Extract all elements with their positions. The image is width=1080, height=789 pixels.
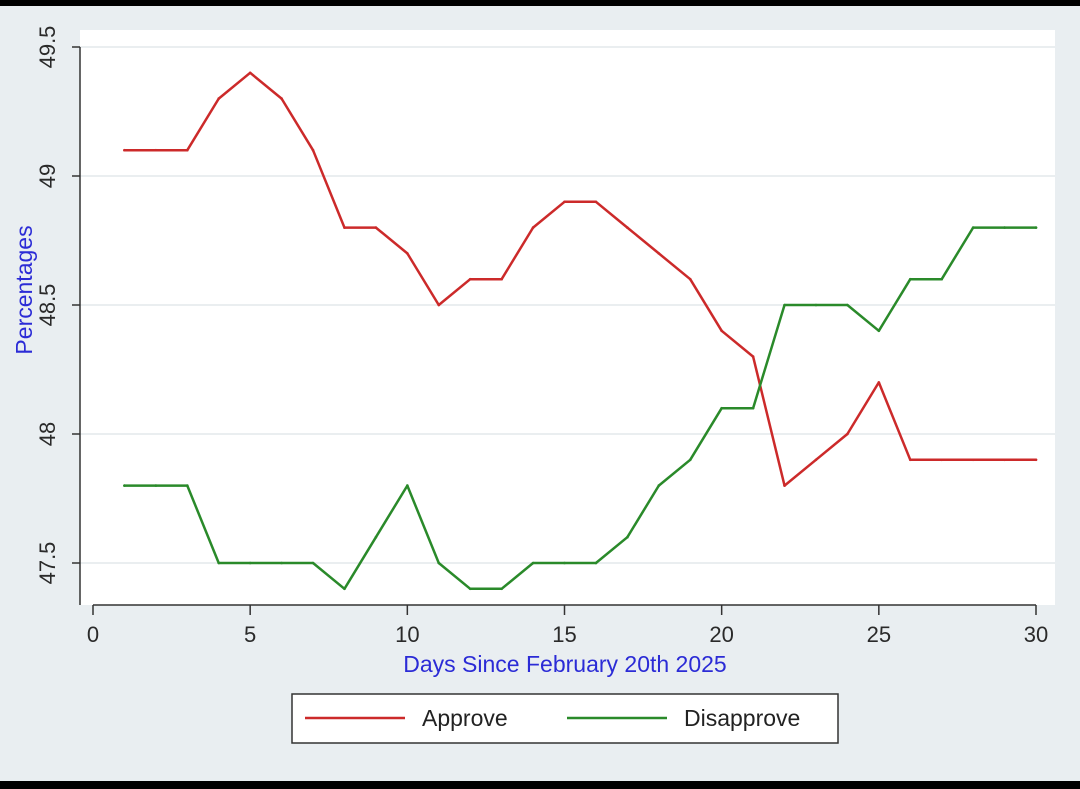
data-point-disapprove [563, 561, 566, 565]
data-point-approve [594, 200, 598, 204]
series-line-approve [123, 71, 1038, 487]
data-point-disapprove [657, 484, 661, 487]
data-point-disapprove [374, 535, 378, 539]
data-point-approve [154, 148, 158, 152]
axes: 47.5 48 48.5 49 49.5 0 5 10 15 20 25 30 [35, 26, 1048, 647]
data-point-disapprove [343, 587, 346, 591]
data-point-approve [280, 97, 283, 100]
series-line-disapprove [123, 226, 1038, 591]
data-point-approve [186, 148, 189, 152]
x-tick-label: 0 [87, 622, 99, 647]
legend: Approve Disapprove [291, 693, 839, 744]
data-point-approve [720, 329, 723, 333]
y-tick-label: 47.5 [35, 542, 60, 585]
data-point-disapprove [908, 277, 912, 281]
data-point-approve [626, 226, 629, 229]
data-point-disapprove [846, 303, 849, 307]
data-point-approve [688, 277, 692, 281]
data-point-approve [846, 432, 849, 436]
data-point-approve [437, 303, 441, 307]
data-point-approve [123, 148, 126, 152]
data-point-disapprove [688, 458, 692, 462]
data-point-disapprove [783, 303, 786, 307]
data-point-approve [657, 252, 661, 255]
data-point-approve [783, 484, 786, 487]
data-point-approve [343, 226, 346, 229]
data-point-approve [406, 252, 409, 255]
data-point-disapprove [1003, 226, 1006, 229]
data-point-disapprove [217, 561, 221, 565]
data-point-approve [468, 277, 472, 281]
data-point-approve [217, 97, 221, 100]
y-tick-label: 48.5 [35, 284, 60, 327]
data-point-approve [940, 458, 943, 462]
y-tick-label: 48 [35, 422, 60, 446]
data-point-disapprove [406, 484, 409, 487]
x-tick-label: 15 [552, 622, 576, 647]
data-point-disapprove [940, 277, 943, 281]
data-point-approve [374, 226, 378, 229]
legend-box [291, 693, 839, 744]
data-point-approve [908, 458, 912, 462]
data-point-disapprove [626, 535, 629, 539]
y-axis-title: Percentages [11, 225, 37, 354]
data-point-approve [1003, 458, 1006, 462]
data-series [123, 71, 1038, 591]
x-axis-title: Days Since February 20th 2025 [403, 651, 726, 677]
data-point-disapprove [123, 484, 126, 487]
x-tick-label: 30 [1024, 622, 1048, 647]
data-point-approve [563, 200, 566, 204]
data-point-approve [814, 458, 818, 462]
plot-area [80, 30, 1055, 605]
data-point-disapprove [186, 484, 189, 487]
y-tick-label: 49.5 [35, 26, 60, 69]
data-point-disapprove [971, 226, 975, 229]
data-point-disapprove [720, 406, 723, 410]
data-point-disapprove [594, 561, 598, 565]
data-point-disapprove [468, 587, 472, 591]
data-point-disapprove [877, 329, 881, 333]
x-tick-label: 25 [867, 622, 891, 647]
data-point-approve [877, 381, 881, 384]
data-point-disapprove [751, 406, 755, 410]
data-point-approve [500, 277, 503, 281]
x-tick-label: 10 [395, 622, 419, 647]
data-point-disapprove [248, 561, 252, 565]
data-point-disapprove [500, 587, 503, 591]
data-point-disapprove [814, 303, 818, 307]
legend-label-disapprove: Disapprove [684, 705, 800, 731]
data-point-disapprove [280, 561, 283, 565]
data-point-approve [531, 226, 535, 229]
data-point-disapprove [311, 561, 315, 565]
data-point-disapprove [154, 484, 158, 487]
data-point-approve [248, 71, 252, 75]
x-tick-label: 20 [709, 622, 733, 647]
legend-label-approve: Approve [422, 705, 508, 731]
data-point-approve [1034, 458, 1038, 462]
y-tick-label: 49 [35, 164, 60, 188]
data-point-disapprove [531, 561, 535, 565]
data-point-approve [751, 355, 755, 358]
data-point-approve [971, 458, 975, 462]
data-point-disapprove [1034, 226, 1038, 229]
data-point-approve [311, 148, 315, 152]
data-point-disapprove [437, 561, 441, 565]
x-tick-label: 5 [244, 622, 256, 647]
